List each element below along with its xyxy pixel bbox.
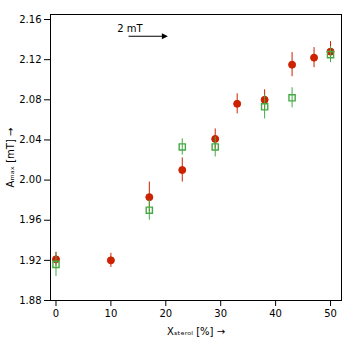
- svg-text:20: 20: [159, 308, 172, 319]
- svg-text:10: 10: [105, 308, 118, 319]
- svg-text:50: 50: [324, 308, 337, 319]
- svg-text:0: 0: [53, 308, 59, 319]
- svg-text:Xₛₜₑᵣₒₗ [%] →: Xₛₜₑᵣₒₗ [%] →: [167, 326, 225, 337]
- svg-text:Aₘₐₓ [mT] →: Aₘₐₓ [mT] →: [5, 128, 16, 188]
- svg-text:2 mT: 2 mT: [117, 23, 143, 34]
- svg-text:2.16: 2.16: [19, 14, 41, 25]
- svg-text:2.00: 2.00: [19, 174, 41, 185]
- svg-text:2.12: 2.12: [19, 54, 41, 65]
- svg-text:30: 30: [214, 308, 227, 319]
- svg-text:1.96: 1.96: [19, 214, 41, 225]
- svg-text:1.88: 1.88: [19, 295, 41, 306]
- svg-text:2.04: 2.04: [19, 134, 41, 145]
- svg-text:1.92: 1.92: [19, 255, 41, 266]
- svg-text:40: 40: [269, 308, 282, 319]
- svg-text:2.08: 2.08: [19, 94, 41, 105]
